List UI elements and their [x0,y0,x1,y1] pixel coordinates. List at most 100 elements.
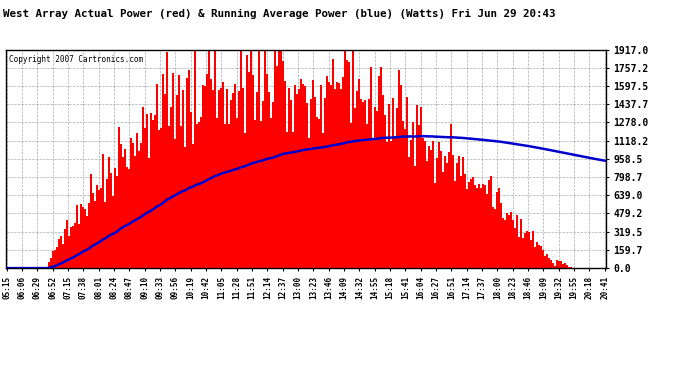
Bar [57,239,59,268]
Bar [464,174,466,268]
Bar [66,220,68,268]
Bar [386,142,388,268]
Bar [196,124,197,268]
Bar [299,79,302,268]
Bar [326,76,328,268]
Bar [135,133,137,268]
Bar [199,117,201,268]
Bar [274,50,276,268]
Bar [494,209,496,268]
Bar [172,73,174,268]
Bar [510,212,512,268]
Bar [81,207,83,268]
Bar [79,204,81,268]
Bar [380,67,382,268]
Bar [52,251,54,268]
Bar [424,141,426,268]
Bar [141,107,144,268]
Bar [454,182,456,268]
Bar [181,90,184,268]
Bar [61,244,63,268]
Bar [384,115,386,268]
Bar [134,156,136,268]
Bar [112,196,114,268]
Bar [566,265,568,268]
Bar [536,242,538,268]
Bar [197,122,199,268]
Bar [297,89,299,268]
Bar [239,51,241,268]
Bar [474,185,476,268]
Bar [232,93,234,268]
Bar [150,112,152,268]
Bar [206,74,208,268]
Bar [139,142,141,268]
Bar [56,247,57,268]
Bar [422,138,424,268]
Bar [161,74,164,268]
Bar [264,50,266,268]
Bar [72,226,74,268]
Bar [480,188,482,268]
Bar [538,245,540,268]
Bar [190,111,192,268]
Bar [466,189,468,268]
Bar [516,215,518,268]
Bar [410,140,412,268]
Bar [177,75,179,268]
Bar [390,141,392,268]
Bar [296,94,297,268]
Bar [497,189,500,268]
Bar [266,74,268,268]
Bar [316,117,317,268]
Bar [552,263,554,268]
Bar [219,88,221,268]
Bar [337,83,339,268]
Bar [352,50,354,268]
Bar [224,124,226,268]
Bar [132,143,134,268]
Bar [339,89,342,268]
Bar [228,124,230,268]
Bar [99,188,101,268]
Bar [250,50,252,268]
Bar [76,205,77,268]
Bar [496,192,497,268]
Bar [201,85,204,268]
Bar [284,81,286,268]
Bar [322,132,324,268]
Bar [554,266,556,268]
Bar [457,156,460,268]
Bar [152,120,154,268]
Bar [372,139,374,268]
Bar [346,60,348,268]
Bar [95,184,97,268]
Bar [540,246,542,268]
Bar [236,118,237,268]
Bar [462,157,464,268]
Bar [110,173,112,268]
Bar [502,218,504,268]
Bar [88,202,90,268]
Bar [359,99,362,268]
Bar [77,224,79,268]
Bar [344,50,346,268]
Bar [292,132,294,268]
Bar [63,229,66,268]
Bar [476,188,477,268]
Bar [520,219,522,268]
Bar [368,99,370,268]
Bar [452,156,454,268]
Bar [412,122,414,268]
Bar [230,100,232,268]
Bar [286,132,288,268]
Bar [486,194,488,268]
Bar [314,97,316,268]
Bar [208,50,210,268]
Bar [362,102,364,268]
Bar [166,52,168,268]
Bar [392,98,394,268]
Bar [482,184,484,268]
Bar [417,125,420,268]
Bar [204,86,206,268]
